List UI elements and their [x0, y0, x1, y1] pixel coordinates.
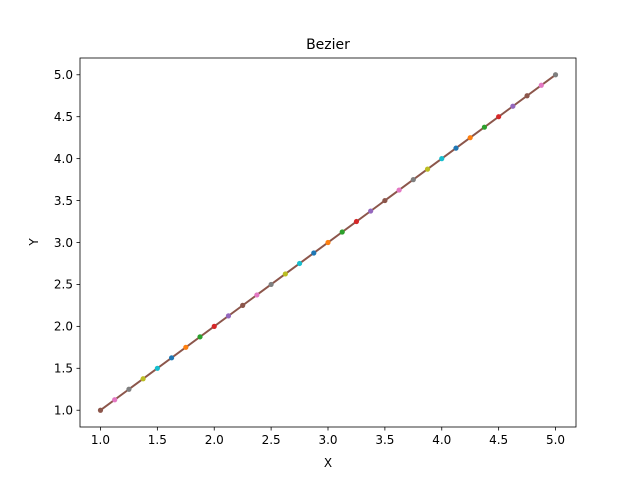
data-point — [168, 355, 175, 361]
y-tick-label: 4.5 — [54, 110, 73, 124]
data-point — [538, 82, 544, 88]
chart-title: Bezier — [306, 37, 350, 53]
x-tick-label: 1.0 — [91, 433, 110, 447]
data-point — [154, 365, 160, 371]
x-tick-label: 2.0 — [205, 433, 224, 447]
data-point — [225, 313, 232, 319]
y-tick-label: 2.5 — [54, 278, 73, 292]
y-tick-label: 1.5 — [54, 362, 73, 376]
x-tick-label: 4.0 — [432, 433, 451, 447]
y-tick-label: 3.5 — [54, 194, 73, 208]
data-point — [240, 302, 246, 308]
data-point — [140, 376, 146, 382]
data-point — [467, 135, 473, 141]
data-point — [453, 145, 459, 151]
y-tick-label: 3.0 — [54, 236, 73, 250]
data-point — [510, 103, 516, 109]
y-tick-label: 4.0 — [54, 152, 73, 166]
data-point — [353, 218, 360, 225]
data-point — [410, 177, 416, 183]
data-point — [382, 197, 388, 204]
data-point — [439, 156, 445, 162]
y-tick-label: 2.0 — [54, 320, 73, 334]
data-point — [282, 271, 288, 277]
data-point — [481, 124, 488, 130]
data-point — [524, 93, 530, 99]
x-tick-label: 3.5 — [375, 433, 394, 447]
data-point — [112, 397, 118, 403]
data-point — [97, 407, 104, 413]
data-point — [552, 72, 559, 78]
x-tick-label: 5.0 — [546, 433, 565, 447]
data-point — [254, 292, 260, 298]
data-point — [126, 386, 132, 392]
y-axis-label: Y — [27, 238, 41, 247]
x-tick-label: 3.0 — [318, 433, 337, 447]
data-point — [268, 281, 274, 288]
y-tick-label: 5.0 — [54, 68, 73, 82]
data-point — [197, 334, 203, 340]
data-point — [339, 229, 345, 235]
data-point — [396, 187, 402, 193]
data-point — [296, 260, 303, 267]
data-point — [325, 239, 331, 246]
data-point — [211, 323, 217, 329]
data-point — [424, 166, 431, 172]
data-point — [183, 344, 189, 350]
x-axis-label: X — [324, 456, 332, 470]
x-tick-label: 2.5 — [262, 433, 281, 447]
x-tick-label: 1.5 — [148, 433, 167, 447]
y-tick-label: 1.0 — [54, 404, 73, 418]
data-point — [368, 208, 374, 214]
x-tick-label: 4.5 — [489, 433, 508, 447]
data-point — [496, 114, 502, 120]
data-point — [311, 250, 317, 256]
